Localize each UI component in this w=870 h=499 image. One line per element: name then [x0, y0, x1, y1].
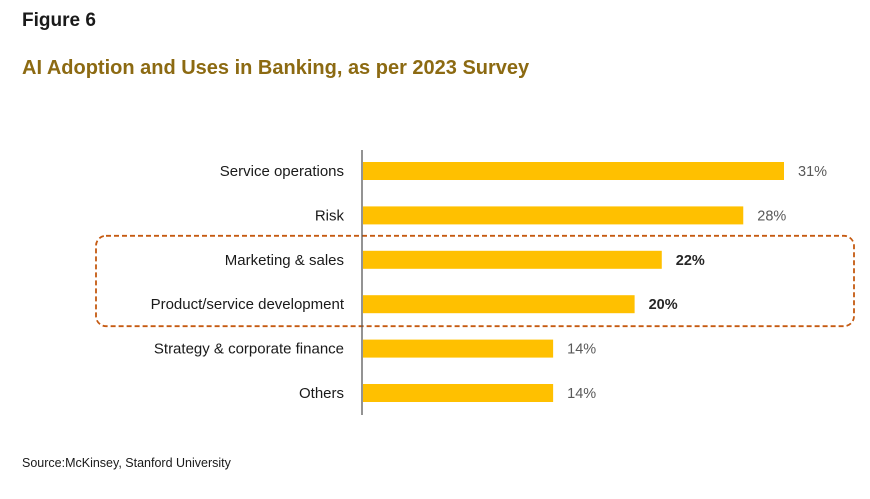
- data-label-1: 28%: [757, 208, 786, 224]
- category-label-0: Service operations: [220, 163, 344, 180]
- category-label-4: Strategy & corporate finance: [154, 341, 344, 358]
- data-label-5: 14%: [567, 386, 596, 402]
- bar-3: [363, 295, 635, 314]
- bar-5: [363, 384, 554, 402]
- data-label-3: 20%: [649, 297, 678, 313]
- category-label-5: Others: [299, 385, 344, 402]
- bar-1: [363, 206, 744, 225]
- category-labels-group: Service operations Risk Marketing & sales P…: [151, 163, 345, 402]
- category-label-3: Product/service development: [151, 296, 345, 313]
- highlight-box: [95, 234, 855, 328]
- bars-group: [363, 162, 784, 402]
- bar-2: [363, 250, 662, 269]
- bar-0: [363, 162, 784, 180]
- category-label-2: Marketing & sales: [225, 252, 344, 269]
- figure-label: Figure 6: [22, 10, 96, 31]
- source-note: Source:McKinsey, Stanford University: [22, 456, 231, 470]
- chart-title: AI Adoption and Uses in Banking, as per …: [22, 57, 530, 79]
- data-labels-group: 31% 28% 22% 20% 14% 14%: [567, 164, 827, 402]
- category-label-1: Risk: [315, 207, 345, 224]
- bar-4: [363, 339, 554, 358]
- data-label-4: 14%: [567, 342, 596, 358]
- data-label-0: 31%: [798, 164, 827, 180]
- data-label-2: 22%: [676, 253, 705, 269]
